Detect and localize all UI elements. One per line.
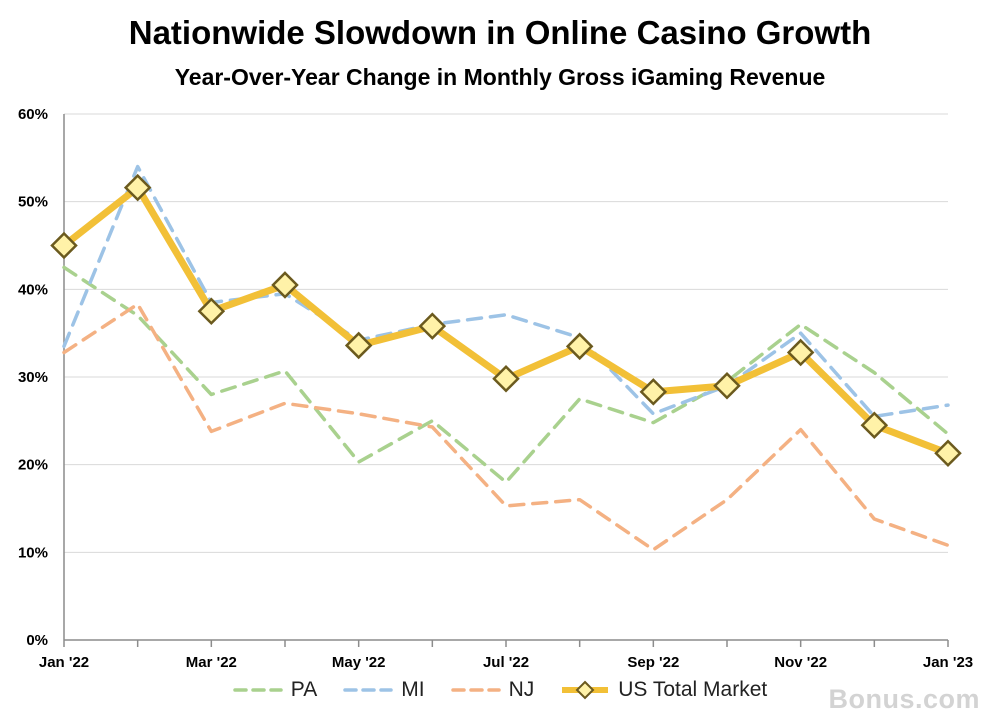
x-tick-label: Jan '22	[39, 654, 89, 671]
y-tick-label: 40%	[18, 281, 48, 298]
data-point-marker	[50, 231, 78, 260]
data-point-marker	[123, 173, 152, 202]
y-tick-label: 50%	[18, 194, 48, 211]
series-line-us-total-market	[61, 184, 950, 457]
x-tick-label: Jul '22	[483, 654, 529, 671]
x-tick-label: Jan '23	[923, 654, 973, 671]
legend-label: MI	[401, 678, 425, 701]
y-tick-label: 20%	[18, 457, 48, 474]
data-point-marker	[639, 378, 668, 406]
series-lines	[61, 164, 950, 552]
data-point-marker	[492, 364, 520, 393]
legend-item-us-total-market: US Total Market	[560, 678, 767, 702]
axes	[63, 114, 949, 647]
legend-swatch	[233, 688, 283, 692]
legend-swatch	[562, 680, 609, 700]
y-tick-label: 60%	[18, 106, 48, 123]
series-line-nj	[62, 302, 950, 552]
x-tick-label: May '22	[332, 654, 386, 671]
legend-label: PA	[290, 678, 318, 701]
x-tick-label: Mar '22	[186, 654, 237, 671]
legend-item-pa: PA	[233, 678, 317, 702]
legend-label: NJ	[508, 678, 535, 701]
data-point-marker	[418, 312, 447, 340]
data-point-marker	[565, 332, 594, 361]
legend-item-mi: MI	[343, 678, 425, 702]
legend-label: US Total Market	[618, 678, 768, 701]
x-tick-label: Nov '22	[774, 654, 827, 671]
data-point-marker	[786, 338, 815, 367]
data-point-marker	[860, 411, 889, 439]
chart-subtitle: Year-Over-Year Change in Monthly Gross i…	[174, 64, 826, 90]
chart-title: Nationwide Slowdown in Online Casino Gro…	[128, 14, 872, 51]
data-point-marker	[344, 331, 373, 360]
tick-labels: 0% 10% 20% 30% 40% 50% 60% Jan '22 Mar '22 May '2…	[18, 106, 973, 671]
watermark: Bonus.com	[828, 684, 980, 714]
series-markers	[50, 173, 962, 468]
series-line-pa	[62, 265, 950, 484]
legend-item-nj: NJ	[450, 678, 535, 702]
data-point-marker	[271, 271, 299, 299]
legend-swatch	[450, 688, 501, 692]
x-tick-label: Sep '22	[627, 654, 679, 671]
data-point-marker	[713, 371, 741, 400]
data-point-marker	[934, 439, 962, 468]
legend-swatch	[343, 688, 393, 692]
legend: PA MI NJ US Total Market	[0, 678, 1000, 714]
y-tick-label: 30%	[18, 369, 48, 386]
data-point-marker	[197, 297, 226, 326]
y-tick-label: 0%	[26, 632, 48, 649]
y-tick-label: 10%	[18, 544, 48, 561]
